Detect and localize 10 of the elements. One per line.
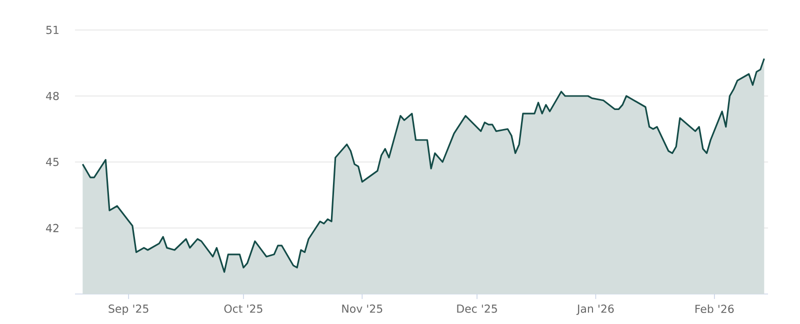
x-tick-label: Jan '26 bbox=[576, 304, 614, 315]
y-tick-label: 51 bbox=[46, 26, 58, 34]
y-tick-label: 42 bbox=[46, 224, 58, 232]
x-tick-label: Feb '26 bbox=[695, 304, 734, 314]
x-tick-label: Nov '25 bbox=[342, 304, 382, 313]
y-tick-label: 45 bbox=[46, 158, 59, 166]
x-tick-label: Dec '25 bbox=[457, 304, 497, 313]
y-tick-label: 48 bbox=[46, 92, 59, 100]
x-tick-label: Oct '25 bbox=[224, 304, 262, 313]
x-tick-label: Sep '25 bbox=[108, 304, 148, 315]
